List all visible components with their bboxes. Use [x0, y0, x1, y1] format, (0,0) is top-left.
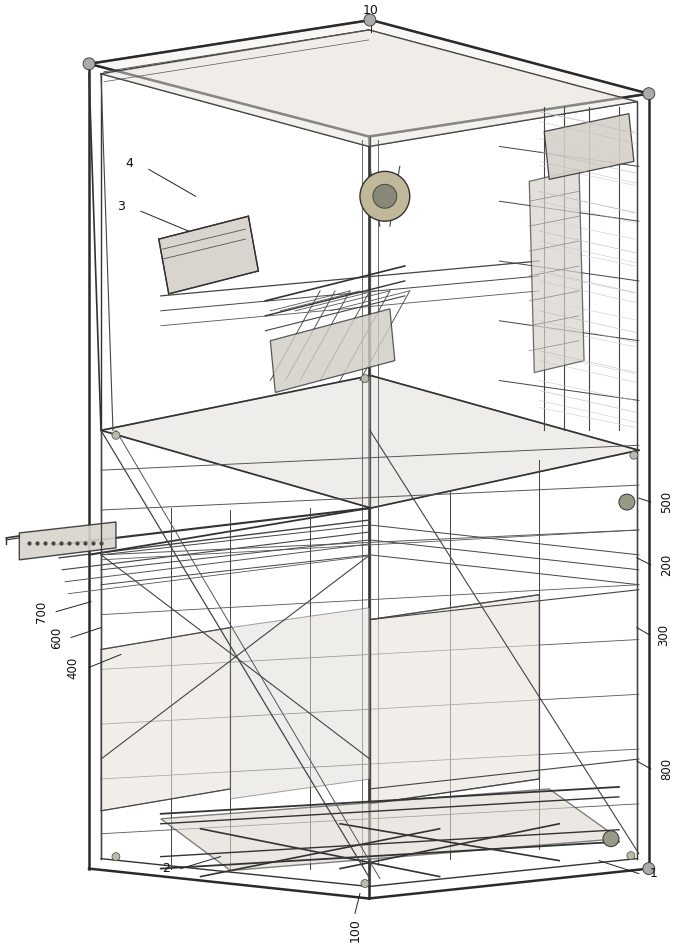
Polygon shape: [89, 20, 649, 137]
Circle shape: [112, 852, 120, 861]
Circle shape: [627, 851, 635, 860]
Text: 2: 2: [162, 862, 170, 875]
Circle shape: [643, 87, 655, 100]
Polygon shape: [370, 595, 540, 804]
Polygon shape: [270, 308, 395, 393]
Polygon shape: [20, 522, 116, 560]
Text: 100: 100: [348, 919, 362, 942]
Circle shape: [83, 58, 95, 70]
Circle shape: [364, 14, 376, 26]
Text: 3: 3: [117, 199, 125, 213]
Polygon shape: [101, 376, 639, 508]
Circle shape: [112, 432, 120, 439]
Text: 800: 800: [660, 758, 674, 780]
Polygon shape: [161, 789, 619, 870]
Circle shape: [360, 172, 410, 221]
Text: 1: 1: [650, 867, 658, 880]
Text: 10: 10: [363, 4, 379, 16]
Text: 600: 600: [50, 626, 63, 649]
Polygon shape: [544, 114, 634, 179]
Circle shape: [643, 863, 655, 875]
Text: 300: 300: [658, 623, 670, 645]
Polygon shape: [230, 607, 370, 799]
Polygon shape: [101, 30, 637, 146]
Text: 4: 4: [125, 157, 133, 170]
Text: 700: 700: [35, 601, 47, 623]
Circle shape: [619, 494, 635, 510]
Text: 500: 500: [660, 491, 674, 513]
Circle shape: [603, 830, 619, 847]
Text: 400: 400: [66, 657, 80, 679]
Circle shape: [361, 375, 369, 382]
Text: 200: 200: [660, 553, 674, 576]
Polygon shape: [529, 169, 584, 373]
Polygon shape: [101, 627, 230, 810]
Circle shape: [361, 880, 369, 887]
Polygon shape: [158, 216, 258, 294]
Circle shape: [630, 452, 638, 459]
Circle shape: [373, 184, 396, 208]
